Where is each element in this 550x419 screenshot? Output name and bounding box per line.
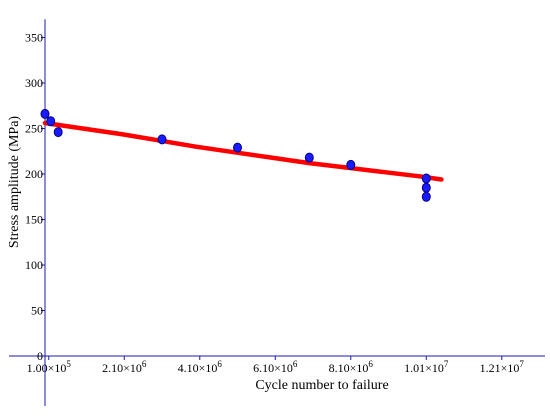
x-tick-label-4: 8.10×106 <box>329 359 374 375</box>
y-tick-label-6: 300 <box>25 76 43 90</box>
y-ticks: 0 50 100 150 200 250 300 350 <box>25 31 45 363</box>
y-tick-label-5: 250 <box>25 122 43 136</box>
y-tick-label-4: 200 <box>25 167 43 181</box>
y-tick-label-1: 50 <box>31 304 43 318</box>
y-tick-label-2: 100 <box>25 258 43 272</box>
data-point-8 <box>421 182 431 193</box>
data-point-4 <box>233 142 242 153</box>
y-tick-label-3: 150 <box>25 213 43 227</box>
x-tick-label-2: 4.10×106 <box>178 359 223 375</box>
data-point-5 <box>304 152 314 163</box>
data-point-0 <box>40 108 50 119</box>
data-point-2 <box>53 127 63 138</box>
x-tick-label-6: 1.21×107 <box>480 359 525 375</box>
data-points <box>40 108 431 202</box>
data-point-3 <box>157 134 167 145</box>
data-point-6 <box>346 159 356 170</box>
x-axis-title: Cycle number to failure <box>255 378 388 393</box>
x-tick-label-0: 1.00×105 <box>27 359 72 375</box>
y-tick-label-0: 0 <box>37 349 43 363</box>
axes <box>9 19 545 407</box>
x-tick-label-5: 1.01×107 <box>404 359 449 375</box>
fit-curve-line <box>42 120 444 182</box>
y-axis-title: Stress amplitude (MPa) <box>7 116 22 249</box>
x-tick-label-3: 6.10×106 <box>253 359 298 375</box>
x-tick-label-1: 2.10×106 <box>102 359 147 375</box>
y-tick-label-7: 350 <box>25 31 43 45</box>
data-point-7 <box>421 173 431 184</box>
x-ticks: 1.00×105 2.10×106 4.10×106 6.10×106 8.10×106… <box>27 356 525 375</box>
data-point-9 <box>421 191 431 202</box>
data-point-1 <box>46 116 56 127</box>
